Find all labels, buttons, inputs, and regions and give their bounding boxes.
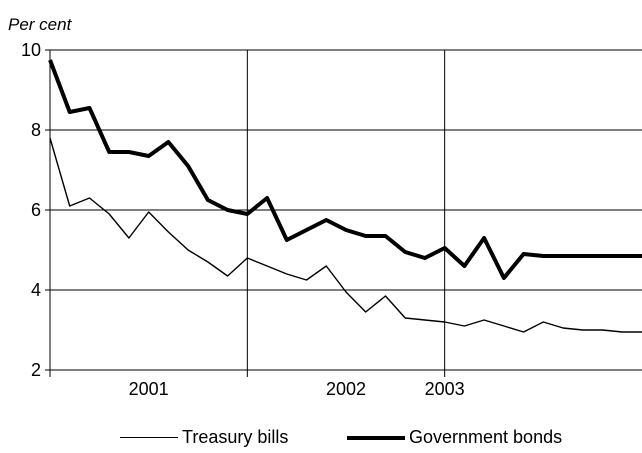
- series-line-government-bonds: [48, 59, 642, 280]
- x-tick-label-2002: 2002: [326, 379, 366, 399]
- x-tick-label-2001: 2001: [129, 379, 169, 399]
- y-tick-label-6: 6: [31, 200, 41, 220]
- legend-label-treasury-bills: Treasury bills: [182, 427, 289, 447]
- legend-swatch-thin-line: [120, 437, 178, 438]
- legend-label-government-bonds: Government bonds: [409, 427, 563, 447]
- y-tick-label-4: 4: [31, 280, 41, 300]
- legend-swatch-thick-line: [347, 435, 405, 440]
- legend: Treasury bills Government bonds: [0, 427, 642, 453]
- y-tick-label-2: 2: [31, 360, 41, 380]
- x-tick-label-2003: 2003: [425, 379, 465, 399]
- legend-item-government-bonds: Government bonds: [347, 427, 562, 448]
- y-tick-label-8: 8: [31, 120, 41, 140]
- plot-area: 2 4 6 8 10 2001 2002 2003: [21, 40, 642, 399]
- series-line-treasury-bills: [49, 137, 642, 333]
- y-tick-label-10: 10: [21, 40, 41, 60]
- y-axis-unit-label: Per cent: [8, 15, 72, 34]
- legend-item-treasury-bills: Treasury bills: [120, 427, 288, 448]
